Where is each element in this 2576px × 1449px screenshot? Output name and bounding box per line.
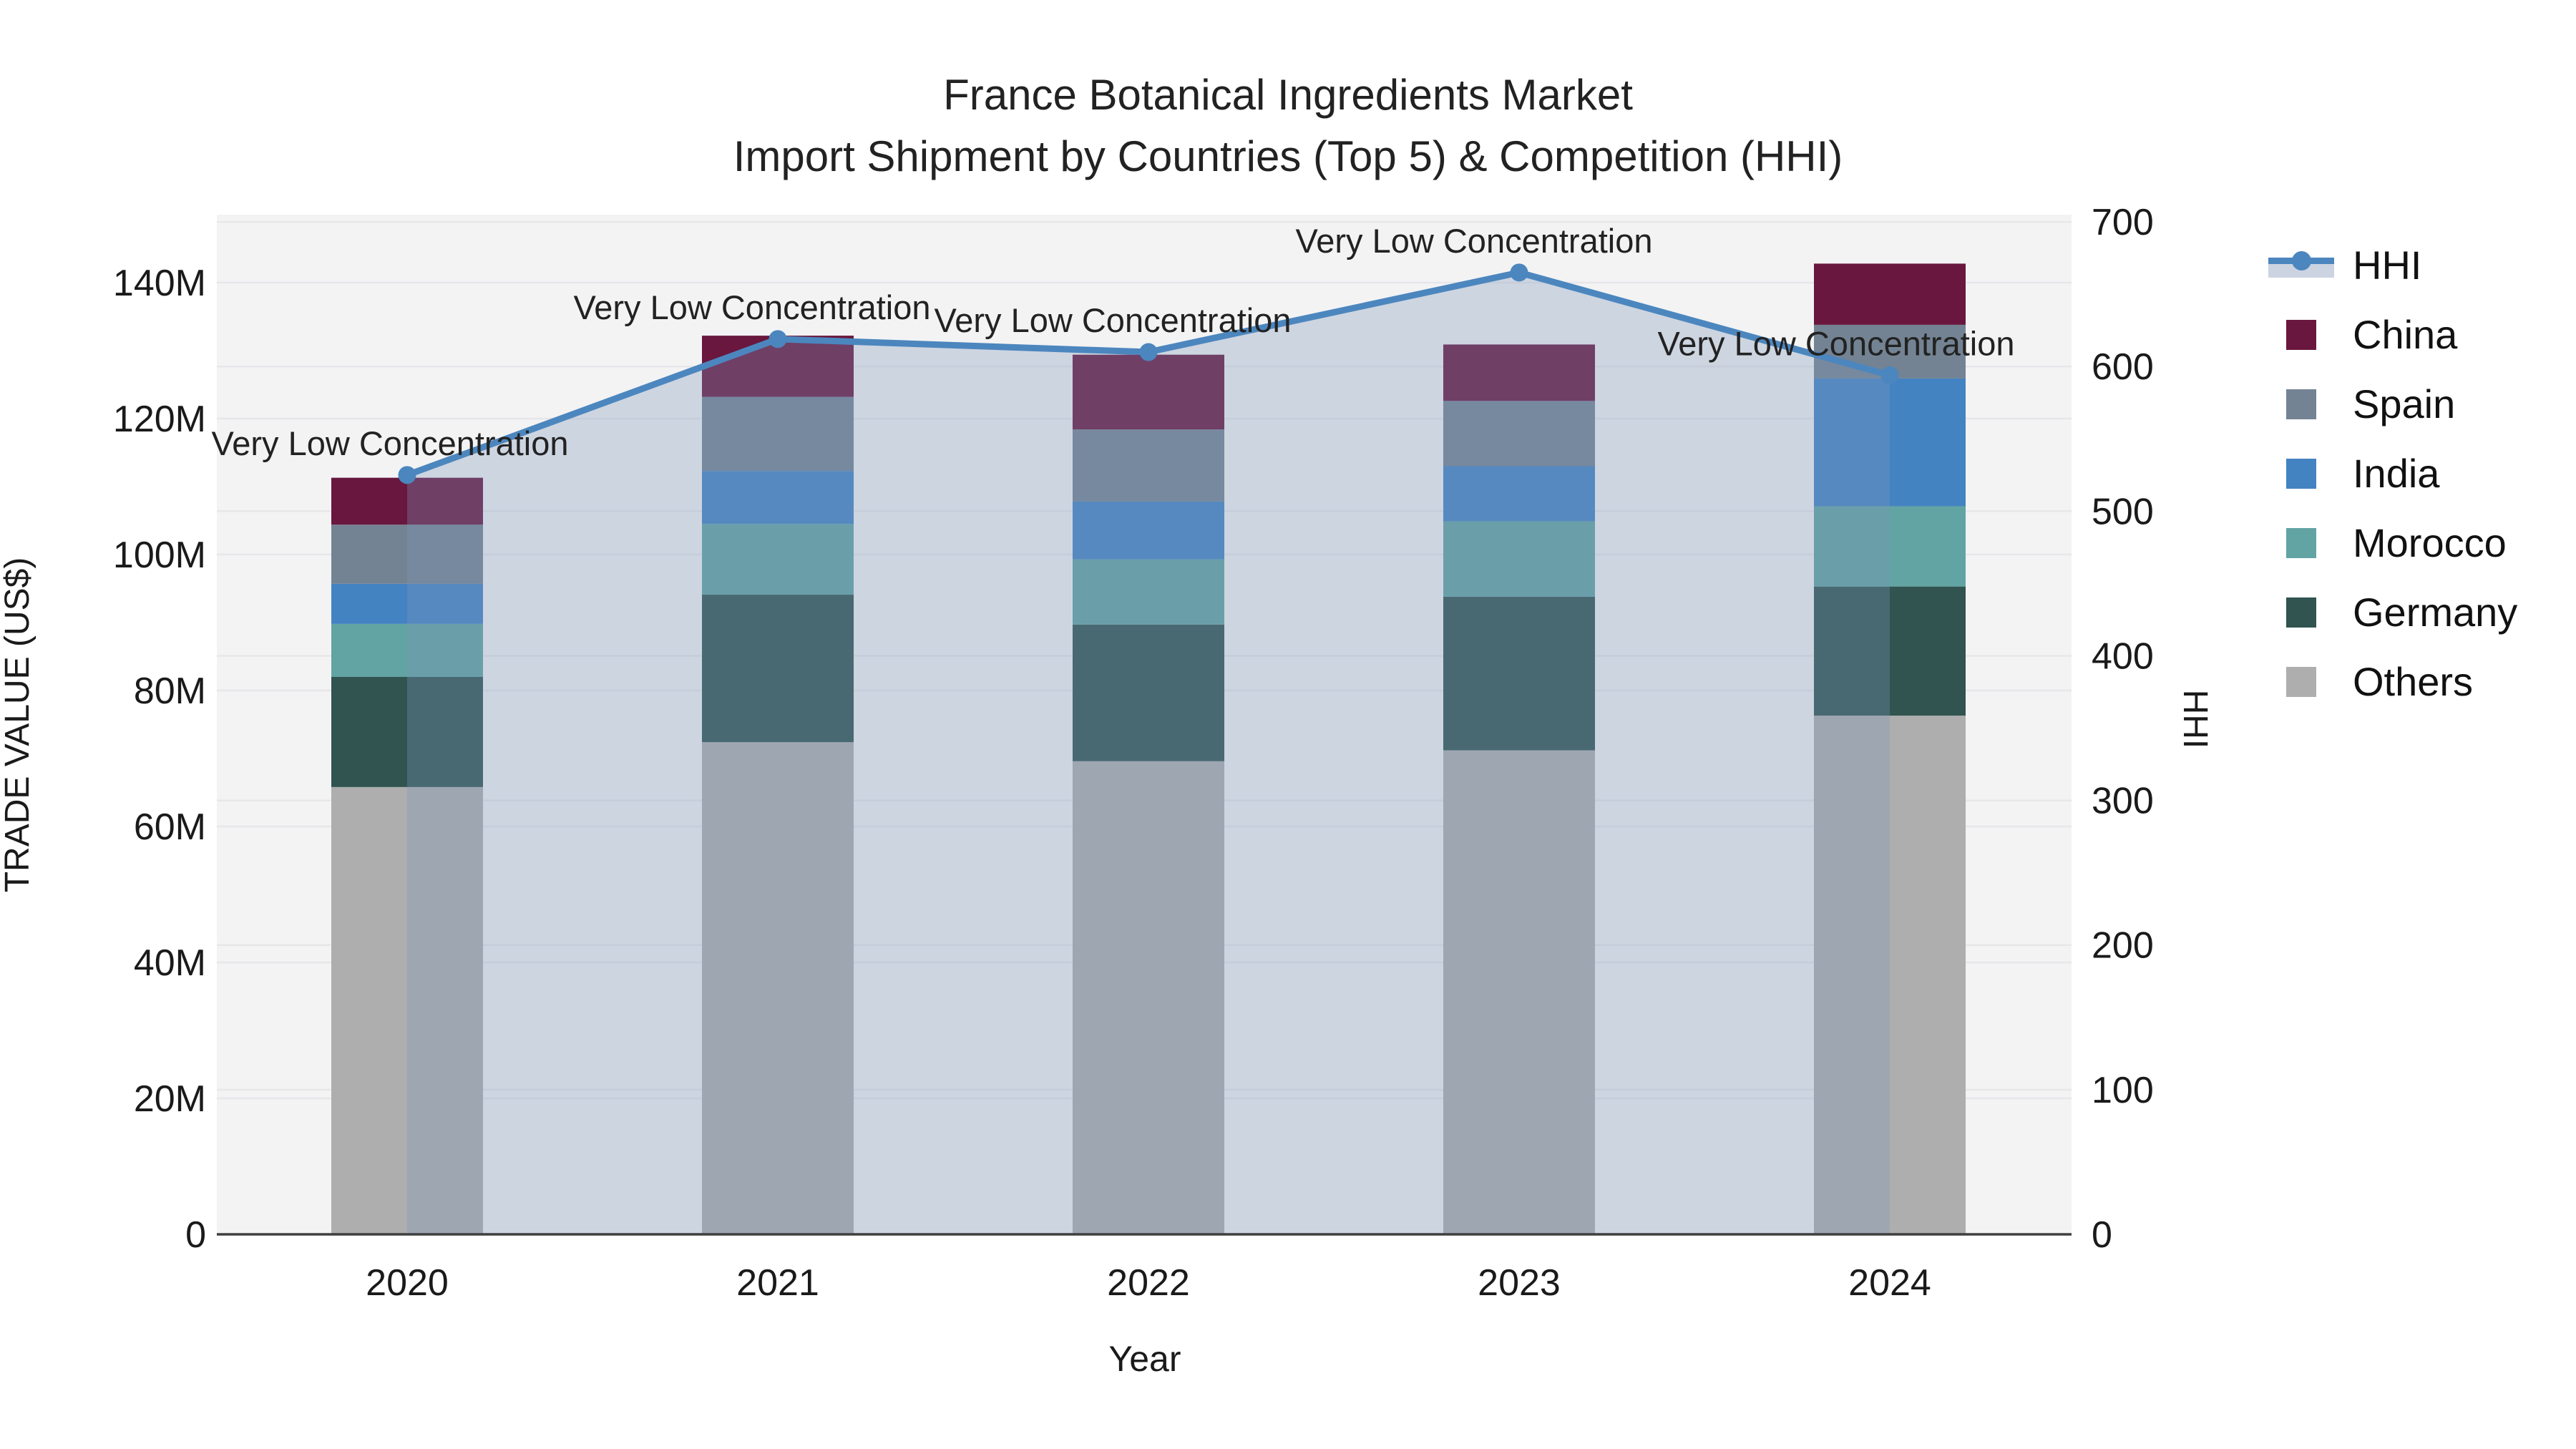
bar-segment-2020-morocco[interactable] <box>331 623 483 677</box>
page-subtitle: Import Shipment by Countries (Top 5) & C… <box>733 132 1843 180</box>
hhi-marker-2021[interactable] <box>769 330 787 348</box>
bar-segment-2021-spain[interactable] <box>702 396 854 472</box>
legend-swatch-others-icon <box>2286 666 2316 697</box>
bar-segment-2021-morocco[interactable] <box>702 524 854 595</box>
legend-label-others: Others <box>2353 659 2474 704</box>
y1-tick-label-0: 0 <box>185 1214 206 1256</box>
y1-tick-label-20M: 20M <box>134 1078 206 1120</box>
legend-item-spain[interactable]: Spain <box>2268 369 2517 439</box>
x-tick-label-2022: 2022 <box>1107 1262 1190 1304</box>
bar-segment-2020-others[interactable] <box>331 786 483 1234</box>
legend-label-morocco: Morocco <box>2353 520 2507 565</box>
hhi-area-fill <box>407 272 1890 1234</box>
y2-tick-label-600: 600 <box>2092 346 2154 388</box>
bar-segment-2022-morocco[interactable] <box>1073 559 1224 625</box>
hhi-marker-icon <box>2292 250 2311 270</box>
page-title: France Botanical Ingredients Market <box>943 71 1633 119</box>
bar-segment-2024-morocco[interactable] <box>1814 506 1966 587</box>
y1-tick-label-60M: 60M <box>134 806 206 848</box>
x-axis-title: Year <box>1108 1339 1181 1379</box>
bar-segment-2023-spain[interactable] <box>1443 401 1595 467</box>
bar-segment-2023-germany[interactable] <box>1443 596 1595 751</box>
bar-segment-2022-germany[interactable] <box>1073 624 1224 761</box>
bar-segment-2020-china[interactable] <box>331 477 483 525</box>
bar-segment-2022-china[interactable] <box>1073 354 1224 430</box>
legend-label-spain: Spain <box>2353 381 2456 426</box>
y1-tick-label-100M: 100M <box>113 535 206 576</box>
legend-swatch-spain-icon <box>2286 389 2316 419</box>
bar-segment-2024-india[interactable] <box>1814 378 1966 507</box>
legend-swatch-germany-icon <box>2286 597 2316 628</box>
y2-tick-label-100: 100 <box>2092 1070 2154 1111</box>
legend-item-india[interactable]: India <box>2268 439 2517 508</box>
y1-axis-title: TRADE VALUE (US$) <box>0 557 36 893</box>
y1-tick-label-80M: 80M <box>134 670 206 712</box>
legend-label-china: China <box>2353 312 2458 357</box>
legend-swatch-morocco-icon <box>2286 527 2316 558</box>
x-tick-label-2020: 2020 <box>366 1262 449 1304</box>
x-tick-label-2023: 2023 <box>1478 1262 1561 1304</box>
bar-segment-2022-india[interactable] <box>1073 501 1224 560</box>
legend-swatch-china-icon <box>2286 319 2316 350</box>
x-tick-label-2021: 2021 <box>736 1262 819 1304</box>
y2-tick-label-500: 500 <box>2092 491 2154 532</box>
hhi-marker-2023[interactable] <box>1510 263 1528 282</box>
y2-tick-label-400: 400 <box>2092 635 2154 677</box>
annotation-very-low-concentration-2023: Very Low Concentration <box>1295 222 1652 260</box>
bar-segment-2024-china[interactable] <box>1814 263 1966 325</box>
legend-label-hhi: HHI <box>2353 243 2422 288</box>
legend-item-others[interactable]: Others <box>2268 647 2517 716</box>
bar-segment-2023-india[interactable] <box>1443 466 1595 522</box>
hhi-marker-2020[interactable] <box>398 466 416 484</box>
legend-swatch-india-icon <box>2286 458 2316 489</box>
annotation-very-low-concentration-2020: Very Low Concentration <box>211 424 568 462</box>
annotation-very-low-concentration-2024: Very Low Concentration <box>1657 324 2014 362</box>
hhi-line-sample-icon <box>2268 250 2334 281</box>
hhi-marker-2024[interactable] <box>1880 366 1899 384</box>
y1-tick-label-140M: 140M <box>113 263 206 304</box>
y2-tick-label-200: 200 <box>2092 925 2154 967</box>
bar-segment-2022-spain[interactable] <box>1073 429 1224 502</box>
legend-item-morocco[interactable]: Morocco <box>2268 508 2517 577</box>
legend-item-germany[interactable]: Germany <box>2268 577 2517 647</box>
bar-segment-2024-others[interactable] <box>1814 716 1966 1234</box>
bar-segment-2020-germany[interactable] <box>331 677 483 787</box>
annotation-very-low-concentration-2021: Very Low Concentration <box>573 288 930 326</box>
annotation-very-low-concentration-2022: Very Low Concentration <box>934 301 1291 339</box>
bar-segment-2021-others[interactable] <box>702 742 854 1234</box>
legend: HHI China Spain India Morocco Germany Others <box>2268 230 2517 716</box>
y2-tick-label-300: 300 <box>2092 781 2154 822</box>
legend-label-india: India <box>2353 451 2440 496</box>
bar-segment-2021-india[interactable] <box>702 471 854 525</box>
y1-tick-label-40M: 40M <box>134 942 206 984</box>
bar-segment-2022-others[interactable] <box>1073 761 1224 1234</box>
y2-axis-title: HHI <box>2176 690 2214 749</box>
legend-item-china[interactable]: China <box>2268 300 2517 369</box>
x-tick-label-2024: 2024 <box>1848 1262 1931 1304</box>
bar-segment-2020-spain[interactable] <box>331 525 483 584</box>
bar-segment-2020-india[interactable] <box>331 583 483 624</box>
legend-label-germany: Germany <box>2353 590 2518 635</box>
bar-segment-2023-china[interactable] <box>1443 344 1595 401</box>
y2-tick-label-700: 700 <box>2092 202 2154 243</box>
hhi-marker-2022[interactable] <box>1139 343 1158 361</box>
y1-tick-label-120M: 120M <box>113 399 206 440</box>
bar-segment-2021-germany[interactable] <box>702 595 854 743</box>
bar-segment-2023-morocco[interactable] <box>1443 521 1595 597</box>
bar-segment-2023-others[interactable] <box>1443 750 1595 1234</box>
legend-item-hhi[interactable]: HHI <box>2268 230 2517 300</box>
bar-segment-2024-germany[interactable] <box>1814 586 1966 716</box>
y2-tick-label-0: 0 <box>2092 1214 2112 1256</box>
